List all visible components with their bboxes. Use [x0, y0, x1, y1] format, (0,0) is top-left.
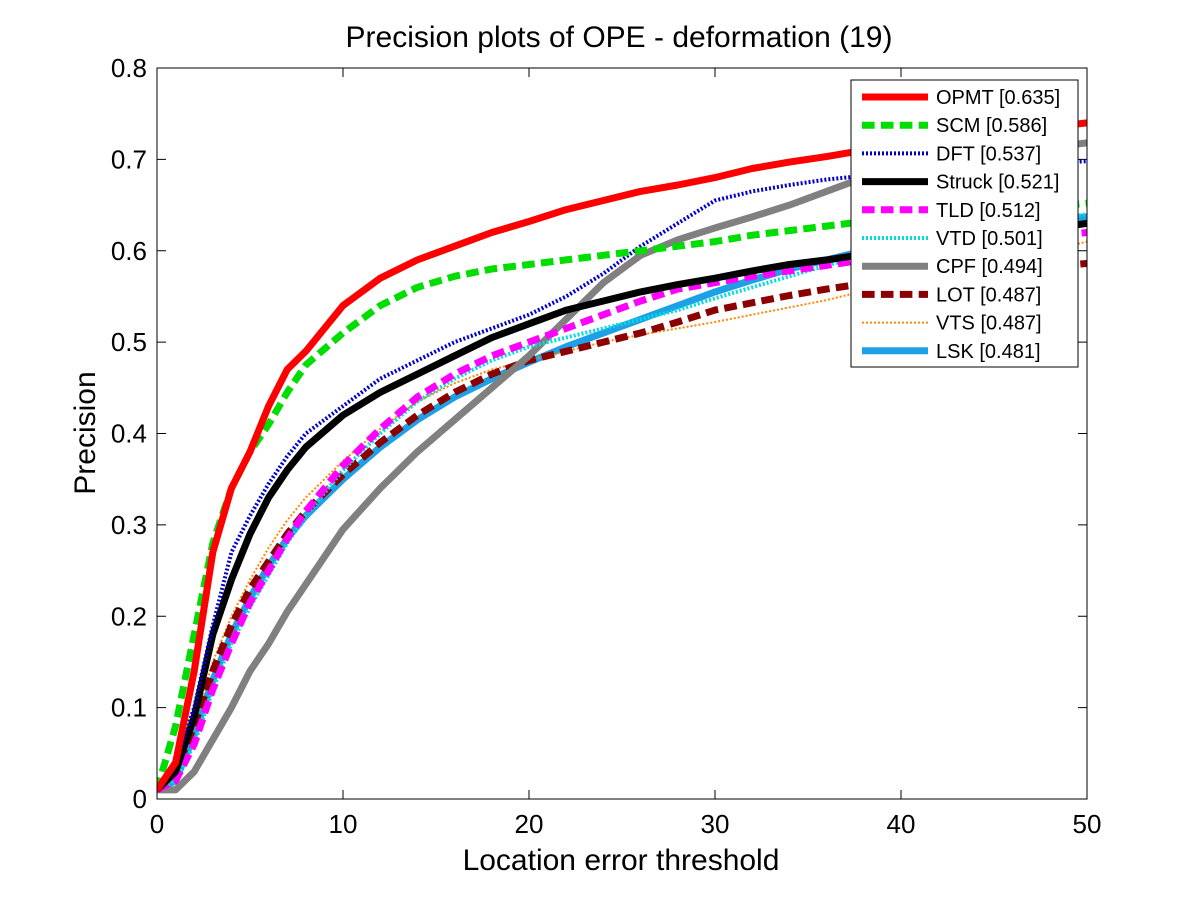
legend: OPMT [0.635] SCM [0.586] DFT [0.537] Struck… — [850, 79, 1079, 368]
y-tick-label: 0.3 — [111, 510, 147, 540]
legend-label: SCM [0.586] — [936, 115, 1047, 137]
x-axis-label: Location error threshold — [463, 844, 780, 877]
legend-label: VTS [0.487] — [936, 313, 1042, 335]
series-line — [157, 229, 1087, 794]
y-tick-label: 0 — [133, 784, 147, 814]
legend-label: VTD [0.501] — [936, 228, 1043, 250]
y-tick-label: 0.1 — [111, 693, 147, 723]
y-tick-label: 0.5 — [111, 327, 147, 357]
y-tick-label: 0.2 — [111, 601, 147, 631]
x-tick-label: 10 — [329, 809, 358, 839]
x-tick-label: 20 — [515, 809, 544, 839]
y-tick-label: 0.7 — [111, 144, 147, 174]
legend-label: CPF [0.494] — [936, 256, 1043, 278]
legend-label: TLD [0.512] — [936, 200, 1041, 222]
legend-label: OPMT [0.635] — [936, 87, 1060, 109]
x-tick-label: 30 — [701, 809, 730, 839]
y-tick-label: 0.6 — [111, 236, 147, 266]
plot-frame — [156, 67, 1088, 800]
legend-label: Struck [0.521] — [936, 172, 1059, 194]
x-tick-label: 40 — [887, 809, 916, 839]
y-axis-label: Precision — [69, 371, 102, 494]
legend-label: DFT [0.537] — [936, 143, 1041, 165]
legend-label: LOT [0.487] — [936, 284, 1041, 306]
y-tick-label: 0.4 — [111, 419, 147, 449]
legend-label: LSK [0.481] — [936, 341, 1041, 363]
y-tick-label: 0.8 — [111, 53, 147, 83]
series-line — [157, 260, 1087, 793]
chart-title: Precision plots of OPE - deformation (19… — [346, 21, 893, 54]
axis-ticks: 0 10 20 30 40 50 0 0.1 0.2 0.3 0.4 0.5 0.6 0.7 0.8 — [111, 53, 1102, 839]
series-line — [157, 159, 1087, 792]
x-tick-label: 0 — [150, 809, 164, 839]
x-tick-label: 50 — [1073, 809, 1102, 839]
